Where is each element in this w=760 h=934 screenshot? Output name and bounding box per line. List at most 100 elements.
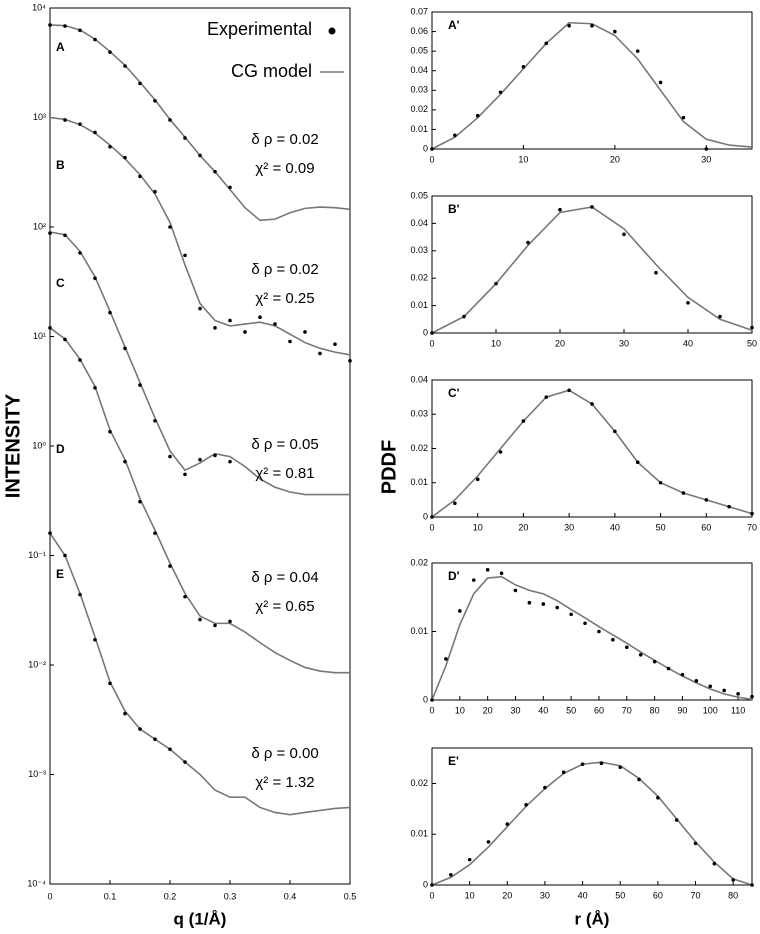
experimental-point <box>108 145 112 149</box>
experimental-point <box>624 645 629 650</box>
experimental-point <box>527 600 532 605</box>
x-tick-label: 0.5 <box>344 891 357 901</box>
experimental-point <box>288 339 292 344</box>
experimental-point <box>494 281 498 286</box>
experimental-point <box>544 41 549 46</box>
x-tick-label: 0 <box>47 891 52 901</box>
x-tick-label: 0 <box>429 338 434 348</box>
x-tick-label: 90 <box>677 705 687 715</box>
experimental-point <box>123 346 127 351</box>
x-tick-label: 100 <box>703 705 718 715</box>
experimental-point <box>153 189 157 194</box>
y-tick-label: 0.02 <box>410 273 428 283</box>
annotation: χ² = 0.65 <box>255 598 314 615</box>
x-tick-label: 30 <box>619 338 629 348</box>
experimental-point <box>654 270 658 275</box>
curve-label: D <box>56 442 65 456</box>
experimental-point <box>486 840 491 844</box>
y-tick-label: 10¹ <box>33 331 46 341</box>
experimental-point <box>228 185 232 190</box>
plot-frame <box>431 11 753 150</box>
model-line <box>49 231 350 496</box>
y-tick-label: 0.01 <box>410 477 428 487</box>
experimental-point <box>93 276 97 281</box>
experimental-point <box>123 711 127 716</box>
experimental-point <box>183 253 187 258</box>
curve-label: C <box>56 276 65 290</box>
experimental-point <box>213 326 217 330</box>
experimental-point <box>597 629 601 634</box>
experimental-point <box>93 130 97 135</box>
x-tick-label: 70 <box>691 890 701 900</box>
experimental-point <box>680 672 685 677</box>
x-tick-label: 0 <box>429 890 434 900</box>
experimental-point <box>666 666 671 671</box>
x-tick-label: 0 <box>429 705 434 715</box>
experimental-point <box>658 480 663 485</box>
x-tick-label: 110 <box>731 705 745 715</box>
experimental-point <box>475 477 480 482</box>
experimental-point <box>727 504 731 509</box>
panel-label: E' <box>448 754 459 768</box>
annotation: δ ρ = 0.02 <box>251 131 318 148</box>
experimental-point <box>138 81 142 86</box>
experimental-point <box>618 765 623 770</box>
experimental-point <box>590 23 594 28</box>
experimental-point <box>183 472 187 477</box>
experimental-point <box>635 460 640 465</box>
experimental-point <box>656 795 660 800</box>
experimental-point <box>637 777 641 782</box>
experimental-point <box>750 325 754 330</box>
annotation: δ ρ = 0.02 <box>251 261 318 278</box>
experimental-point <box>430 515 434 519</box>
experimental-point <box>590 402 594 406</box>
experimental-point <box>750 511 754 516</box>
y-tick-label: 0.04 <box>410 218 428 228</box>
model-line <box>49 116 351 356</box>
x-tick-label: 60 <box>653 890 663 900</box>
experimental-point <box>348 358 352 363</box>
y-tick-label: 0.01 <box>410 300 428 310</box>
y-tick-label: 0.04 <box>410 65 428 75</box>
experimental-point <box>430 883 434 887</box>
experimental-point <box>63 233 67 238</box>
experimental-point <box>153 418 157 423</box>
experimental-point <box>93 637 97 642</box>
x-tick-label: 50 <box>615 890 625 900</box>
x-tick-label: 0 <box>429 522 434 532</box>
experimental-point <box>736 692 740 696</box>
experimental-point <box>505 822 510 826</box>
experimental-point <box>78 251 82 255</box>
x-tick-label: 30 <box>540 890 550 900</box>
experimental-point <box>63 337 67 342</box>
x-tick-label: 60 <box>701 522 711 532</box>
y-tick-label: 0.07 <box>410 6 428 16</box>
experimental-point <box>168 747 172 752</box>
annotation: χ² = 1.32 <box>255 774 314 791</box>
experimental-point <box>544 395 549 399</box>
model-line <box>49 532 351 816</box>
experimental-point <box>658 80 663 85</box>
x-tick-label: 20 <box>555 338 565 348</box>
experimental-point <box>78 122 82 126</box>
x-tick-label: 0.1 <box>104 891 117 901</box>
y-tick-label: 0.03 <box>410 245 428 255</box>
experimental-point <box>686 301 690 305</box>
experimental-point <box>430 331 434 335</box>
experimental-point <box>48 23 52 27</box>
y-tick-label: 0 <box>423 511 428 521</box>
experimental-point <box>198 153 202 158</box>
experimental-point <box>168 454 172 459</box>
experimental-point <box>567 23 571 28</box>
panel-label: B' <box>448 202 460 216</box>
experimental-point <box>635 49 640 53</box>
x-tick-label: 80 <box>728 890 738 900</box>
experimental-point <box>722 688 726 693</box>
experimental-point <box>704 147 709 151</box>
plot-frame <box>431 747 753 886</box>
experimental-point <box>48 531 52 535</box>
experimental-point <box>521 419 526 423</box>
experimental-point <box>622 232 626 237</box>
experimental-point <box>123 459 127 464</box>
